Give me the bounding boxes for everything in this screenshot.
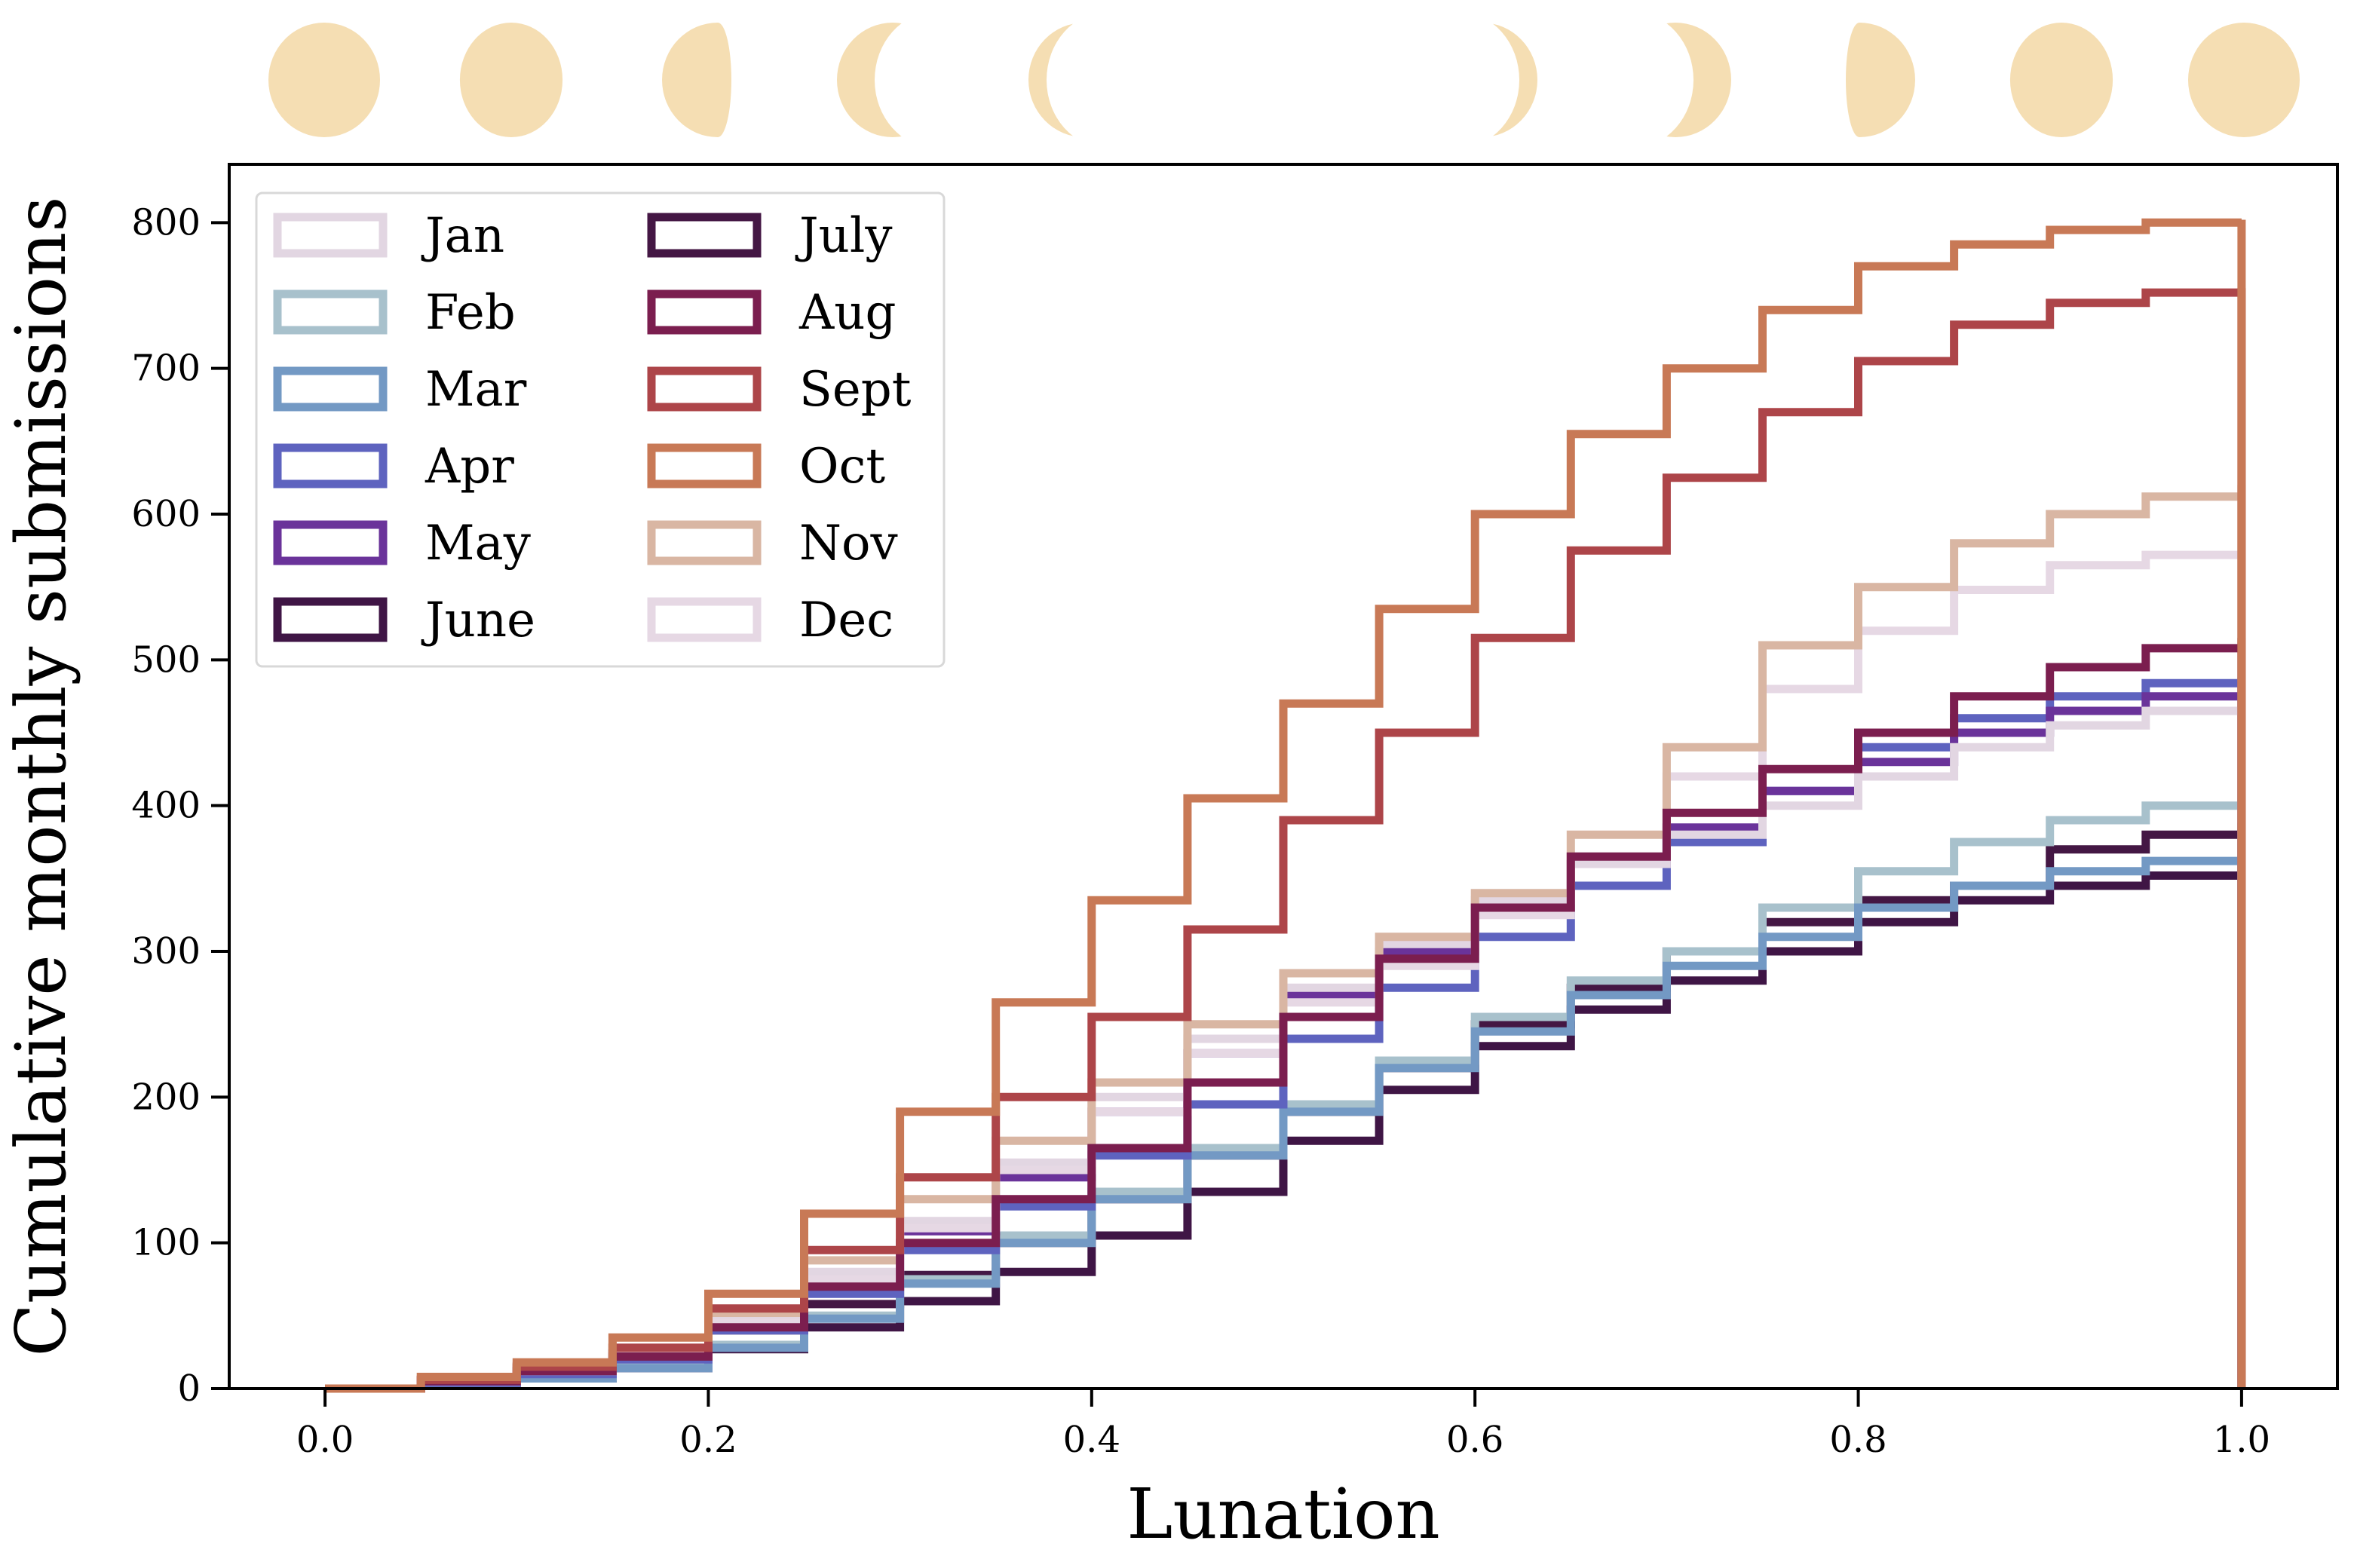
series-line-sept bbox=[325, 288, 2246, 1393]
y-axis-title: Cumulative monthly submissions bbox=[1, 197, 81, 1357]
legend-label-aug: Aug bbox=[798, 285, 896, 341]
first-quarter-moon-icon bbox=[1846, 23, 1915, 137]
last-quarter-moon-icon bbox=[662, 23, 731, 137]
legend-swatch-sept bbox=[647, 366, 762, 412]
moon-phase-row bbox=[268, 23, 2300, 137]
legend-label-may: May bbox=[425, 516, 531, 571]
legend-swatch-apr bbox=[273, 443, 388, 488]
y-axis: 0 100 200 300 400 500 600 700 800 bbox=[131, 201, 229, 1410]
legend-swatch-dec bbox=[647, 597, 762, 642]
legend-swatch-aug bbox=[647, 289, 762, 335]
y-tick-label: 700 bbox=[131, 348, 201, 390]
x-tick-label: 0.8 bbox=[1829, 1419, 1887, 1461]
legend-box bbox=[255, 191, 946, 668]
y-tick-label: 400 bbox=[131, 785, 201, 827]
y-tick-label: 300 bbox=[131, 930, 201, 972]
y-tick-label: 600 bbox=[131, 493, 201, 535]
legend-label-june: June bbox=[421, 593, 535, 648]
legend-label-oct: Oct bbox=[799, 439, 885, 495]
legend-swatch-feb bbox=[273, 289, 388, 335]
legend-swatch-nov bbox=[647, 520, 762, 565]
legend-label-sept: Sept bbox=[799, 362, 912, 418]
legend: Jan Feb Mar Apr May June July Aug Sept Oct Nov Dec bbox=[255, 191, 946, 668]
y-tick-label: 100 bbox=[131, 1222, 201, 1264]
waning-gibbous-moon-icon bbox=[459, 23, 563, 137]
legend-swatch-oct bbox=[647, 443, 762, 488]
x-tick-label: 1.0 bbox=[2213, 1419, 2270, 1461]
y-tick-label: 800 bbox=[131, 201, 201, 243]
legend-label-nov: Nov bbox=[799, 516, 898, 571]
y-tick-label: 500 bbox=[131, 639, 201, 681]
thin-crescent-moon-icon bbox=[1028, 23, 1140, 137]
legend-label-mar: Mar bbox=[425, 362, 527, 418]
x-tick-label: 0.6 bbox=[1446, 1419, 1503, 1461]
legend-label-feb: Feb bbox=[425, 285, 516, 341]
full-moon-icon bbox=[268, 23, 380, 137]
legend-label-dec: Dec bbox=[799, 593, 893, 648]
thin-crescent-moon-icon bbox=[1426, 23, 1537, 137]
series-line-mar bbox=[325, 856, 2246, 1393]
legend-swatch-june bbox=[273, 597, 388, 642]
y-tick-label: 0 bbox=[177, 1367, 201, 1410]
waning-crescent-moon-icon bbox=[837, 23, 949, 137]
legend-swatch-july bbox=[647, 213, 762, 258]
legend-swatch-mar bbox=[273, 366, 388, 412]
new-moon-icon bbox=[1228, 23, 1339, 137]
y-tick-label: 200 bbox=[131, 1076, 201, 1118]
plot-frame bbox=[228, 163, 2339, 1390]
waxing-crescent-moon-icon bbox=[1620, 23, 1731, 137]
legend-swatch-may bbox=[273, 520, 388, 565]
full-moon-icon bbox=[2188, 23, 2300, 137]
x-axis-title: Lunation bbox=[1126, 1474, 1439, 1554]
waxing-gibbous-moon-icon bbox=[2009, 23, 2113, 137]
series-layer bbox=[325, 218, 2246, 1393]
series-line-aug bbox=[325, 638, 2246, 1393]
series-line-oct bbox=[325, 218, 2246, 1393]
x-tick-label: 0.0 bbox=[296, 1419, 354, 1461]
legend-label-jan: Jan bbox=[421, 208, 504, 264]
x-tick-label: 0.4 bbox=[1063, 1419, 1120, 1461]
legend-label-apr: Apr bbox=[425, 439, 514, 495]
x-tick-label: 0.2 bbox=[679, 1419, 737, 1461]
x-axis: 0.0 0.2 0.4 0.6 0.8 1.0 bbox=[296, 1389, 2270, 1461]
legend-label-july: July bbox=[795, 208, 893, 264]
legend-swatch-jan bbox=[273, 213, 388, 258]
